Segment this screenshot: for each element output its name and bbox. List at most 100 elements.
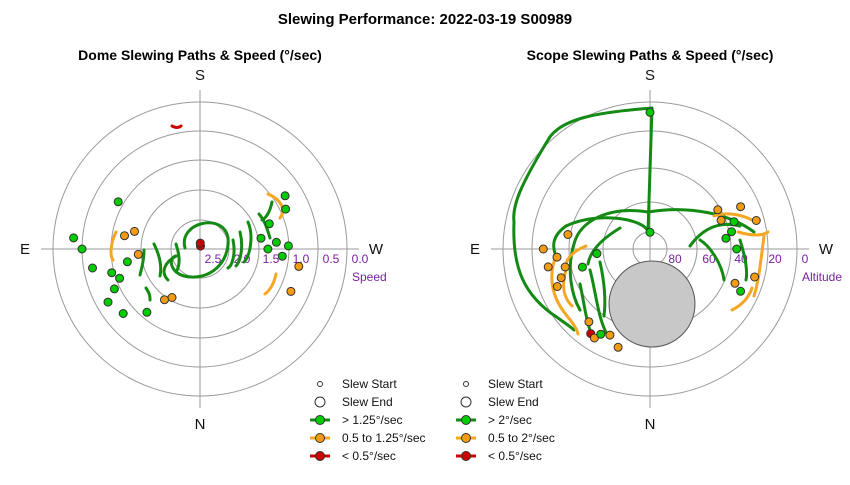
slew-endpoint-marker bbox=[142, 307, 152, 317]
legend-slew-end-marker bbox=[460, 396, 472, 408]
slew-endpoint-marker bbox=[750, 272, 760, 282]
slew-endpoint-marker bbox=[563, 230, 573, 239]
scope-tick-label: 80 bbox=[668, 252, 682, 266]
dome-path-fast bbox=[162, 254, 178, 282]
slew-endpoint-marker bbox=[122, 257, 132, 267]
dome-path-medium bbox=[109, 230, 118, 262]
slew-endpoint-marker bbox=[584, 317, 594, 327]
dome-radial-axis-label: Speed bbox=[352, 270, 387, 284]
slew-endpoint-marker bbox=[280, 191, 290, 201]
scope-shadow-disk bbox=[608, 260, 696, 348]
legend-label: Slew Start bbox=[488, 377, 543, 391]
scope-path-medium bbox=[550, 254, 580, 336]
scope-path-medium bbox=[712, 212, 754, 222]
scope-path-medium bbox=[736, 230, 770, 237]
slew-endpoint-marker bbox=[736, 286, 746, 296]
slew-endpoint-marker bbox=[130, 226, 139, 236]
dome-path-fast bbox=[234, 230, 244, 268]
scope-path-fast bbox=[738, 238, 749, 282]
dome-path-slow bbox=[170, 124, 183, 129]
slew-endpoint-marker bbox=[592, 249, 602, 259]
scope-tick-label: 60 bbox=[702, 252, 716, 266]
slew-endpoint-marker bbox=[294, 261, 304, 271]
slew-endpoint-marker bbox=[109, 284, 119, 294]
slew-endpoint-marker bbox=[271, 237, 281, 247]
scope-subtitle: Scope Slewing Paths & Speed (°/sec) bbox=[527, 47, 774, 63]
scope-chart: Scope Slewing Paths & Speed (°/sec) S N … bbox=[470, 47, 842, 433]
dome-path-fast bbox=[242, 220, 253, 264]
dome-path-medium bbox=[263, 272, 278, 296]
legend-label: Slew End bbox=[342, 395, 393, 409]
legend-slew-end-marker bbox=[314, 396, 326, 408]
scope-path-fast bbox=[578, 282, 592, 332]
scope-path-fast bbox=[586, 226, 622, 266]
scope-path-medium bbox=[730, 286, 754, 312]
legend-slew-start-marker bbox=[317, 381, 323, 387]
scope-path-fast bbox=[698, 238, 726, 282]
dome-tick-label: 0.0 bbox=[352, 252, 369, 266]
legend-label: 0.5 to 1.25°/sec bbox=[342, 431, 426, 445]
legend-label: < 0.5°/sec bbox=[342, 449, 396, 463]
dome-compass-s: S bbox=[195, 67, 205, 84]
slew-endpoint-marker bbox=[88, 263, 97, 273]
slew-endpoint-marker bbox=[605, 330, 615, 340]
dome-compass-w: W bbox=[369, 241, 384, 258]
slew-endpoint-marker bbox=[263, 244, 273, 254]
slew-endpoint-marker bbox=[552, 252, 562, 262]
legend-label: < 0.5°/sec bbox=[488, 449, 542, 463]
scope-path-medium bbox=[564, 244, 588, 266]
scope-path-medium bbox=[752, 234, 766, 298]
dome-path-fast bbox=[169, 221, 230, 279]
legend-fast-marker bbox=[315, 415, 325, 425]
scope-radial-axis-label: Altitude bbox=[802, 270, 842, 284]
legend-label: > 1.25°/sec bbox=[342, 413, 403, 427]
slew-endpoint-marker bbox=[115, 273, 125, 283]
slew-endpoint-marker bbox=[195, 238, 205, 248]
scope-path-fast bbox=[552, 216, 650, 258]
slew-endpoint-marker bbox=[107, 268, 117, 278]
slew-endpoint-marker bbox=[543, 262, 553, 272]
slew-endpoint-marker bbox=[577, 262, 587, 272]
slew-endpoint-marker bbox=[596, 329, 606, 339]
slew-endpoint-marker bbox=[727, 227, 736, 237]
scope-path-fast bbox=[512, 106, 654, 332]
scope-path-fast bbox=[588, 268, 610, 338]
slew-endpoint-marker bbox=[732, 244, 742, 254]
legend-label: > 2°/sec bbox=[488, 413, 532, 427]
dome-chart: Dome Slewing Paths & Speed (°/sec) S N E… bbox=[20, 47, 387, 433]
scope-grid bbox=[491, 90, 809, 408]
dome-slew-markers bbox=[69, 191, 304, 318]
dome-path-fast bbox=[174, 242, 181, 274]
dome-compass-e: E bbox=[20, 241, 30, 258]
legend-slow-marker bbox=[315, 451, 325, 461]
scope-path-fast bbox=[598, 260, 607, 318]
slew-endpoint-marker bbox=[730, 278, 740, 288]
dome-path-fast bbox=[144, 286, 152, 302]
legend-fast-marker bbox=[461, 415, 471, 425]
legend-slow-marker bbox=[461, 451, 471, 461]
dome-tick-label: 2.5 bbox=[205, 252, 222, 266]
slew-endpoint-marker bbox=[133, 249, 143, 259]
slew-endpoint-marker bbox=[256, 233, 266, 243]
figure-title: Slewing Performance: 2022-03-19 S00989 bbox=[278, 11, 572, 28]
dome-slew-paths bbox=[109, 124, 285, 302]
dome-path-fast bbox=[226, 238, 236, 270]
scope-compass-w: W bbox=[819, 241, 834, 258]
scope-compass-e: E bbox=[470, 241, 480, 258]
legend-label: 0.5 to 2°/sec bbox=[488, 431, 555, 445]
slew-endpoint-marker bbox=[264, 219, 274, 229]
scope-slew-paths bbox=[512, 106, 770, 338]
legend-label: Slew End bbox=[488, 395, 539, 409]
slew-endpoint-marker bbox=[167, 293, 177, 302]
slew-endpoint-marker bbox=[751, 216, 761, 225]
scope-compass-s: S bbox=[645, 67, 655, 84]
legend-slew-start-marker bbox=[463, 381, 469, 387]
slew-endpoint-marker bbox=[556, 273, 566, 283]
dome-tick-label: 1.5 bbox=[263, 252, 280, 266]
slew-endpoint-marker bbox=[283, 241, 293, 251]
dome-path-medium bbox=[266, 192, 285, 220]
slew-endpoint-marker bbox=[552, 282, 562, 291]
dome-subtitle: Dome Slewing Paths & Speed (°/sec) bbox=[78, 47, 322, 63]
legend-label: Slew Start bbox=[342, 377, 397, 391]
